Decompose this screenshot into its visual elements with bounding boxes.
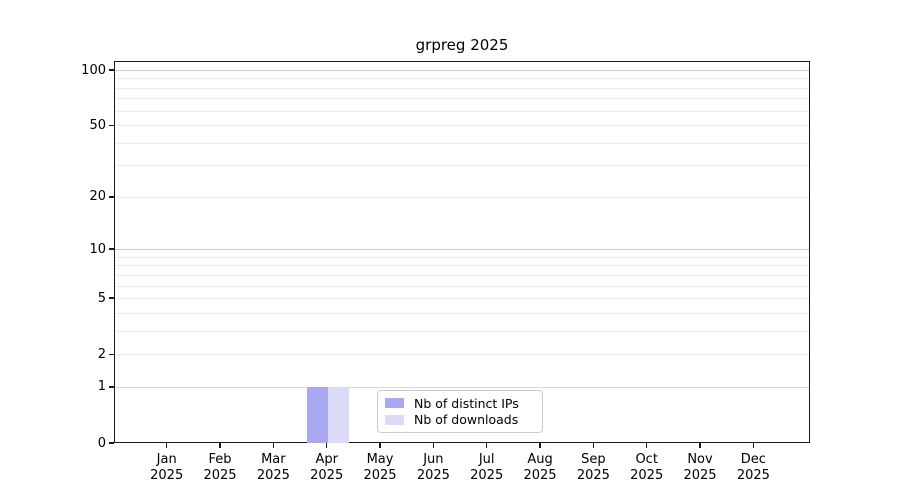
legend-swatch-distinct-ips: [385, 398, 404, 409]
x-tick-label-may: May 2025: [363, 452, 397, 484]
y-tick-label-0: 0: [97, 435, 106, 451]
gridline-10: [115, 249, 809, 251]
legend-label-distinct-ips: Nb of distinct IPs: [414, 395, 519, 411]
x-tick-dec: [752, 443, 755, 448]
x-tick-label-dec: Dec 2025: [736, 452, 770, 484]
y-tick-label-50: 50: [89, 117, 106, 133]
x-tick-label-apr: Apr 2025: [310, 452, 344, 484]
minor-gridline-2: [115, 354, 809, 356]
bar-apr-series0: [306, 386, 328, 443]
y-tick-label-2: 2: [97, 346, 106, 362]
minor-gridline-90: [115, 78, 809, 80]
legend-label-downloads: Nb of downloads: [414, 412, 519, 428]
x-tick-may: [379, 443, 381, 448]
minor-gridline-30: [115, 165, 809, 167]
y-tick-label-100: 100: [81, 62, 106, 78]
y-tick-2: [109, 353, 114, 355]
x-tick-label-mar: Mar 2025: [256, 452, 290, 484]
x-tick-label-jul: Jul 2025: [470, 452, 504, 484]
minor-gridline-5: [115, 298, 809, 300]
y-tick-label-20: 20: [89, 189, 106, 205]
gridline-100: [115, 70, 809, 71]
minor-gridline-6: [115, 285, 809, 287]
legend-swatch-downloads: [385, 414, 404, 425]
gridline-1: [115, 386, 809, 388]
x-tick-jan: [166, 443, 168, 448]
x-tick-jun: [432, 443, 435, 448]
minor-gridline-40: [115, 142, 809, 144]
bar-apr-series1: [327, 386, 349, 443]
minor-gridline-70: [115, 98, 809, 100]
x-tick-sep: [592, 443, 595, 448]
x-tick-mar: [272, 443, 275, 448]
minor-gridline-50: [115, 125, 809, 127]
x-tick-aug: [539, 443, 541, 448]
minor-gridline-20: [115, 196, 809, 198]
legend-item-distinct-ips: Nb of distinct IPs: [385, 395, 534, 411]
plot-area: [114, 61, 810, 443]
minor-gridline-8: [115, 265, 809, 267]
y-tick-label-5: 5: [97, 290, 106, 306]
x-tick-label-aug: Aug 2025: [523, 452, 557, 484]
y-tick-1: [109, 386, 114, 388]
y-tick-50: [109, 124, 114, 126]
x-tick-label-sep: Sep 2025: [576, 452, 610, 484]
minor-gridline-80: [115, 87, 809, 89]
x-tick-label-oct: Oct 2025: [630, 452, 664, 484]
y-tick-0: [109, 442, 114, 444]
x-tick-jul: [485, 443, 488, 448]
x-tick-oct: [645, 443, 648, 448]
chart-title: grpreg 2025: [415, 36, 509, 54]
minor-gridline-9: [115, 256, 809, 258]
minor-gridline-3: [115, 330, 809, 332]
minor-gridline-60: [115, 110, 809, 112]
legend-item-downloads: Nb of downloads: [385, 412, 534, 428]
x-tick-label-jun: Jun 2025: [416, 452, 450, 484]
legend: Nb of distinct IPs Nb of downloads: [377, 390, 543, 433]
x-tick-label-jan: Jan 2025: [150, 452, 184, 484]
minor-gridline-4: [115, 312, 809, 314]
x-tick-label-feb: Feb 2025: [203, 452, 237, 484]
x-tick-feb: [219, 443, 221, 448]
y-tick-5: [109, 297, 114, 299]
x-tick-nov: [699, 443, 701, 448]
y-tick-10: [109, 248, 114, 250]
y-tick-20: [109, 196, 114, 198]
y-tick-100: [109, 69, 114, 71]
x-tick-apr: [325, 443, 328, 448]
y-tick-label-1: 1: [97, 379, 106, 395]
minor-gridline-7: [115, 274, 809, 276]
y-tick-label-10: 10: [89, 241, 106, 257]
x-tick-label-nov: Nov 2025: [683, 452, 717, 484]
